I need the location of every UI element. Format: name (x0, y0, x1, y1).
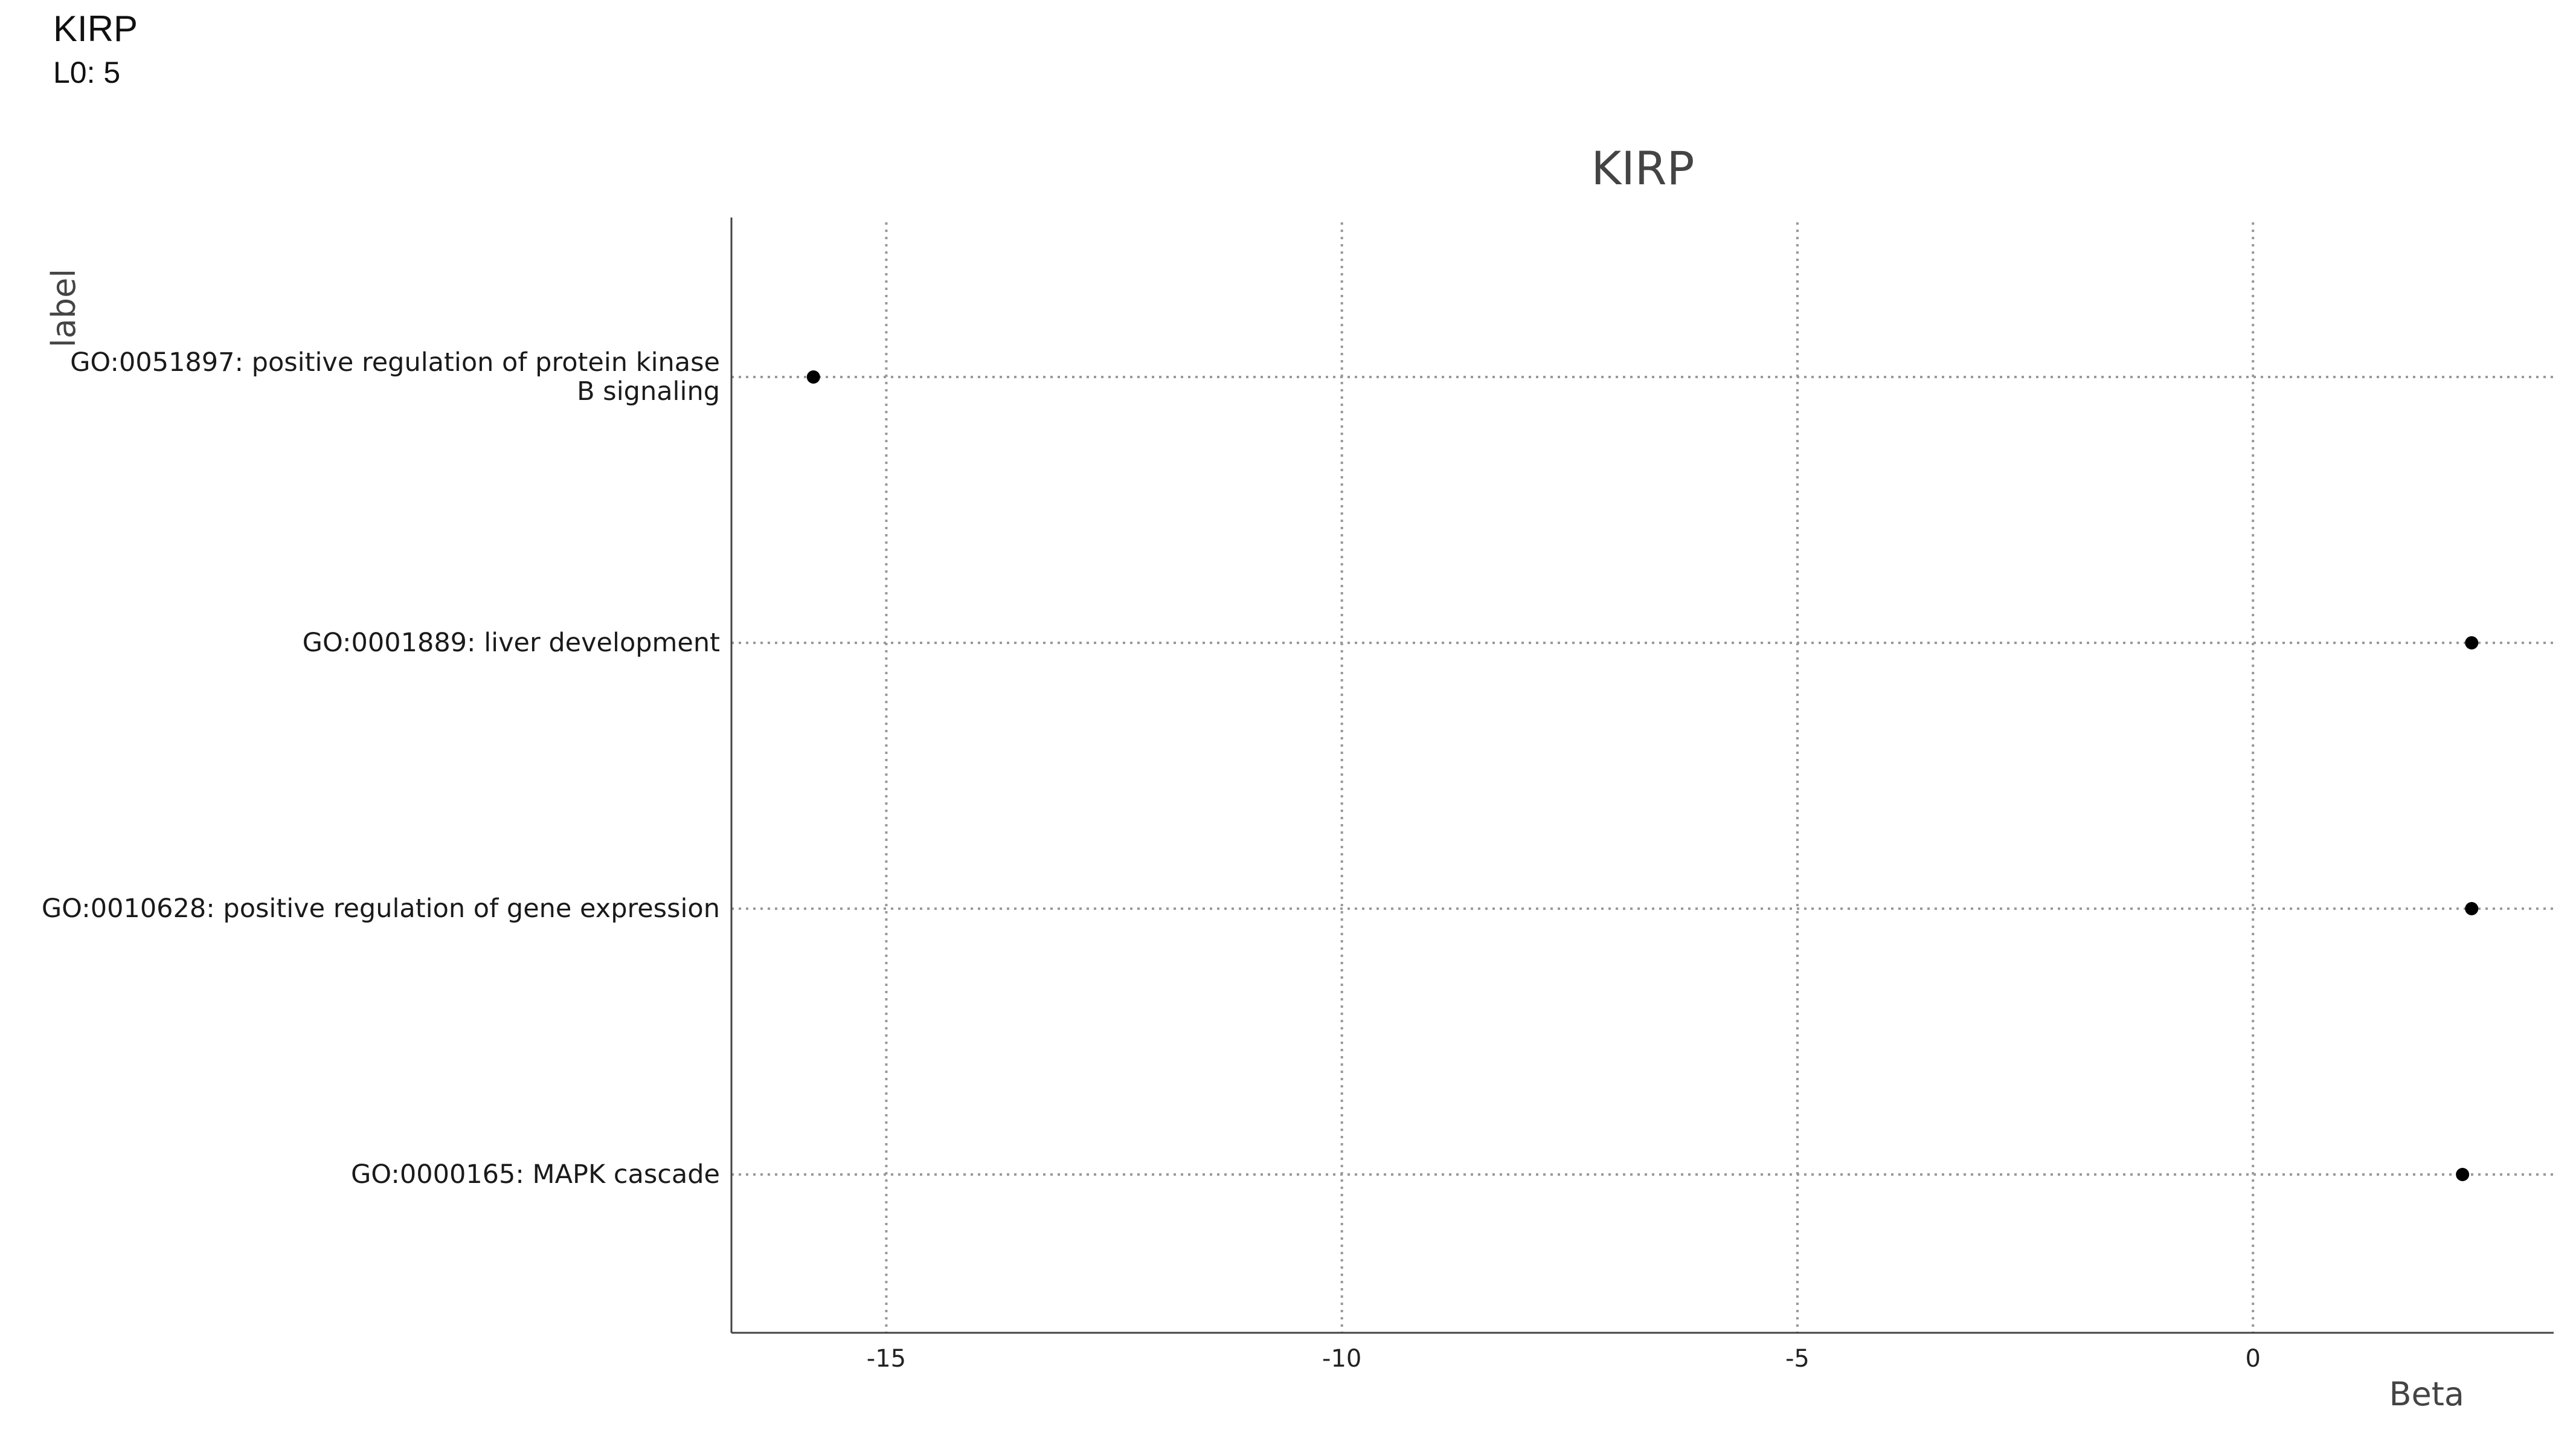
y-category-label: GO:0000165: MAPK cascade (351, 1159, 720, 1190)
data-point (2465, 902, 2479, 915)
chart-title: KIRP (1592, 141, 1695, 195)
y-category-label-line: GO:0000165: MAPK cascade (351, 1159, 720, 1190)
y-category-labels: GO:0051897: positive regulation of prote… (42, 347, 720, 1190)
y-category-label: GO:0051897: positive regulation of prote… (70, 347, 720, 407)
y-axis-title: label (45, 269, 83, 348)
y-category-label-line: GO:0010628: positive regulation of gene … (42, 894, 720, 924)
y-category-label-line: GO:0051897: positive regulation of prote… (70, 347, 720, 378)
grid-layer (731, 222, 2554, 1333)
x-tick-label: -5 (1785, 1345, 1810, 1373)
page-subtitle: L0: 5 (53, 56, 121, 89)
page-header: KIRP L0: 5 (53, 5, 138, 92)
axes-layer (730, 218, 2554, 1334)
page-title: KIRP (53, 8, 138, 49)
data-points (806, 370, 2479, 1181)
x-tick-label: -10 (1322, 1345, 1361, 1373)
data-point (806, 370, 820, 384)
x-tick-label: -15 (867, 1345, 906, 1373)
y-category-label-line: B signaling (577, 376, 720, 407)
x-tick-labels: -15 -10 -5 0 (867, 1345, 2261, 1373)
y-category-label-line: GO:0001889: liver development (303, 628, 720, 658)
data-point (2456, 1168, 2470, 1181)
y-category-label: GO:0001889: liver development (303, 628, 720, 658)
y-category-label: GO:0010628: positive regulation of gene … (42, 894, 720, 924)
x-axis-title: Beta (2389, 1375, 2464, 1413)
x-tick-label: 0 (2245, 1345, 2260, 1373)
data-point (2465, 636, 2479, 649)
